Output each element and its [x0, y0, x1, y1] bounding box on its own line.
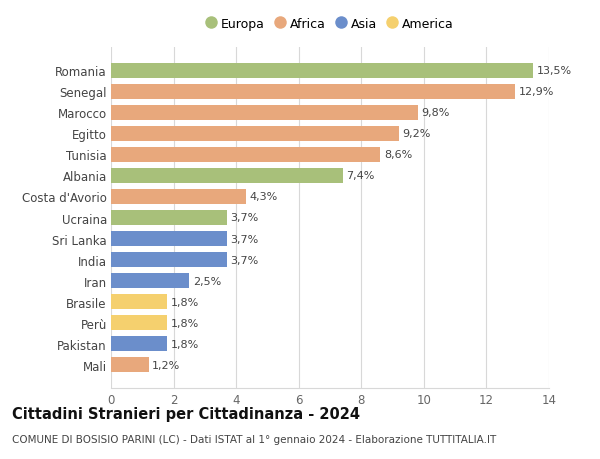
- Bar: [111, 294, 167, 309]
- Legend: Europa, Africa, Asia, America: Europa, Africa, Asia, America: [203, 15, 457, 34]
- Bar: [111, 190, 245, 205]
- Bar: [111, 64, 533, 79]
- Bar: [111, 127, 399, 142]
- Bar: [111, 106, 418, 121]
- Text: 1,8%: 1,8%: [171, 297, 199, 307]
- Bar: [111, 211, 227, 225]
- Bar: [111, 252, 227, 268]
- Text: 1,8%: 1,8%: [171, 318, 199, 328]
- Text: 9,2%: 9,2%: [403, 129, 431, 139]
- Bar: [111, 357, 149, 372]
- Text: 7,4%: 7,4%: [346, 171, 374, 181]
- Text: 9,8%: 9,8%: [421, 108, 450, 118]
- Text: 1,8%: 1,8%: [171, 339, 199, 349]
- Text: 12,9%: 12,9%: [518, 87, 554, 97]
- Bar: [111, 274, 189, 289]
- Text: 2,5%: 2,5%: [193, 276, 221, 286]
- Bar: [111, 336, 167, 352]
- Text: 1,2%: 1,2%: [152, 360, 181, 370]
- Text: 3,7%: 3,7%: [230, 234, 259, 244]
- Bar: [111, 231, 227, 246]
- Text: 13,5%: 13,5%: [537, 66, 572, 76]
- Text: 8,6%: 8,6%: [384, 150, 412, 160]
- Text: 3,7%: 3,7%: [230, 213, 259, 223]
- Text: COMUNE DI BOSISIO PARINI (LC) - Dati ISTAT al 1° gennaio 2024 - Elaborazione TUT: COMUNE DI BOSISIO PARINI (LC) - Dati IST…: [12, 434, 496, 444]
- Bar: [111, 315, 167, 330]
- Bar: [111, 168, 343, 184]
- Bar: [111, 147, 380, 162]
- Text: 3,7%: 3,7%: [230, 255, 259, 265]
- Text: Cittadini Stranieri per Cittadinanza - 2024: Cittadini Stranieri per Cittadinanza - 2…: [12, 406, 360, 421]
- Text: 4,3%: 4,3%: [249, 192, 278, 202]
- Bar: [111, 84, 515, 100]
